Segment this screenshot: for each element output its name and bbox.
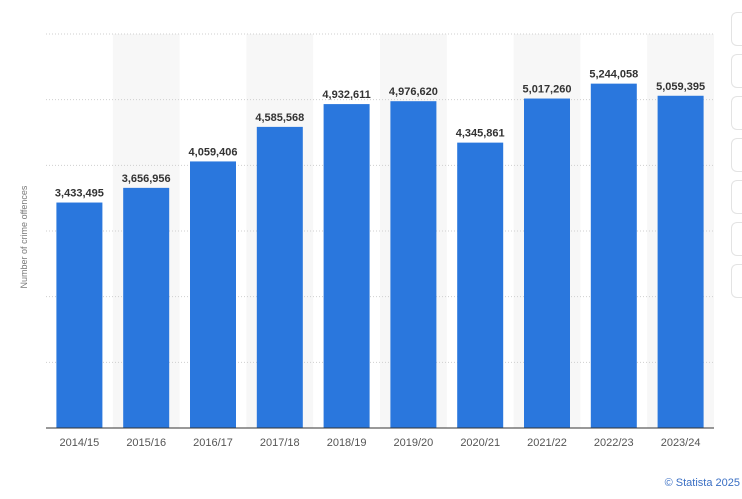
data-label: 4,932,611 [322,89,370,101]
bar-2022/23[interactable] [590,83,637,428]
x-tick-label: 2014/15 [60,437,100,449]
bar-2015/16[interactable] [123,187,170,428]
data-label: 5,244,058 [589,69,638,81]
bar-2023/24[interactable] [657,95,704,429]
download-icon[interactable] [731,264,742,298]
notification-icon[interactable] [731,54,742,88]
bar-2014/15[interactable] [56,202,103,428]
bar-2016/17[interactable] [190,161,236,428]
x-tick-label: 2022/23 [594,437,634,449]
bar-2020/21[interactable] [457,142,504,428]
share-icon[interactable] [731,138,742,172]
print-icon[interactable] [731,180,742,214]
bar-2018/19[interactable] [323,104,370,428]
x-tick-label: 2016/17 [193,437,233,449]
bar-2017/18[interactable] [256,126,303,428]
settings-icon[interactable] [731,96,742,130]
data-label: 4,059,406 [189,146,238,158]
data-label: 3,656,956 [122,173,171,185]
x-tick-label: 2018/19 [327,437,367,449]
x-tick-label: 2019/20 [394,437,434,449]
data-label: 4,976,620 [389,86,438,98]
data-label: 4,345,861 [456,128,505,140]
favorite-icon[interactable] [731,12,742,46]
x-tick-label: 2015/16 [126,437,166,449]
bar-2019/20[interactable] [390,101,437,428]
data-label: 5,059,395 [656,81,705,93]
bar-2021/22[interactable] [524,98,570,428]
statista-credit-link[interactable]: © Statista 2025 [664,477,740,489]
x-tick-label: 2023/24 [661,437,701,449]
x-tick-label: 2021/22 [527,437,567,449]
x-tick-label: 2020/21 [460,437,500,449]
data-label: 3,433,495 [55,188,104,200]
quote-icon[interactable] [731,222,742,256]
data-label: 4,585,568 [255,112,304,124]
x-tick-label: 2017/18 [260,437,300,449]
y-axis-label: Number of crime offences [19,185,29,289]
data-label: 5,017,260 [523,84,572,96]
side-toolbar [731,0,742,300]
